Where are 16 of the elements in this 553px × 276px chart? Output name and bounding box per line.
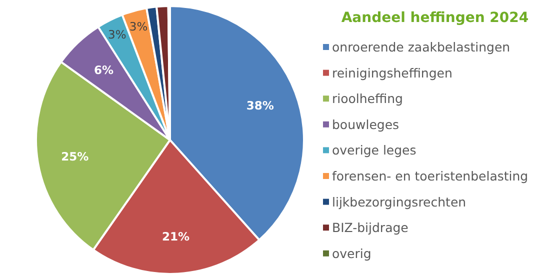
legend-label: reinigingsheffingen (332, 65, 452, 80)
legend-label: overig (332, 246, 372, 261)
chart-title: Aandeel heffingen 2024 (341, 10, 529, 26)
data-label: 6% (94, 62, 114, 77)
legend-label: forensen- en toeristenbelasting (332, 168, 528, 184)
legend-label: bouwleges (332, 116, 400, 132)
data-label: 38% (246, 98, 274, 113)
legend-label: BIZ-bijdrage (332, 220, 409, 236)
legend-label: rioolheffing (332, 91, 403, 106)
legend-label: lijkbezorgingsrechten (332, 194, 466, 210)
data-label: 21% (162, 229, 190, 244)
legend-label: onroerende zaakbelastingen (332, 40, 510, 54)
data-label: 3% (108, 28, 126, 42)
data-label: 25% (61, 149, 90, 164)
data-label: 3% (129, 19, 148, 34)
legend-label: overige leges (332, 142, 416, 158)
